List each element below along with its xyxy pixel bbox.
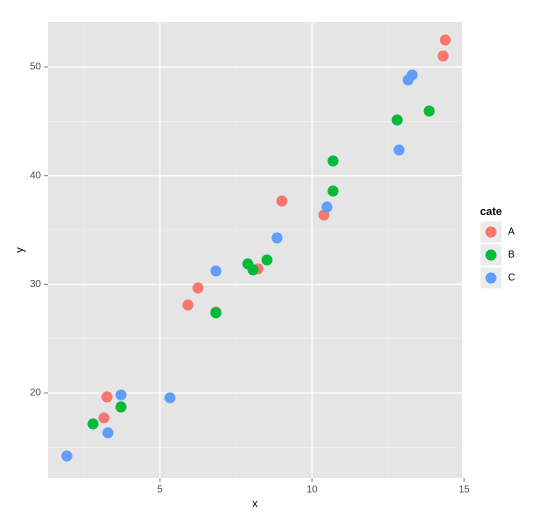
legend-label: C [508, 273, 515, 284]
point [321, 201, 333, 213]
point [391, 114, 403, 126]
point [101, 391, 113, 403]
y-tick-label: 50 [30, 62, 42, 73]
point [271, 232, 283, 244]
point [87, 418, 99, 430]
point [402, 74, 414, 86]
point [210, 307, 222, 319]
point [327, 155, 339, 167]
legend-label: B [508, 250, 515, 261]
point [182, 299, 194, 311]
legend-label: A [508, 227, 515, 238]
point [327, 185, 339, 197]
point [210, 265, 222, 277]
x-tick-label: 10 [306, 485, 318, 496]
legend-marker [485, 249, 497, 261]
y-tick-label: 40 [30, 170, 42, 181]
legend: A B C [479, 220, 515, 290]
point [98, 412, 110, 424]
x-tick-label: 15 [459, 485, 471, 496]
points [61, 34, 451, 462]
point [261, 254, 273, 266]
point [423, 105, 435, 117]
x-tick-label: 5 [157, 485, 163, 496]
legend-marker [485, 226, 497, 238]
x-axis-title: x [252, 498, 258, 510]
y-axis-title: y [14, 247, 26, 253]
y-tick-label: 20 [30, 388, 42, 399]
point [164, 392, 176, 404]
point [115, 389, 127, 401]
point [102, 427, 114, 439]
panel [48, 22, 462, 478]
point [115, 401, 127, 413]
legend-title: cate [480, 206, 502, 218]
point [247, 264, 259, 276]
point [192, 282, 204, 294]
point [439, 34, 451, 46]
point [393, 144, 405, 156]
point [437, 50, 449, 62]
point [61, 450, 73, 462]
legend-marker [485, 272, 497, 284]
y-tick-label: 30 [30, 279, 42, 290]
point [276, 195, 288, 207]
